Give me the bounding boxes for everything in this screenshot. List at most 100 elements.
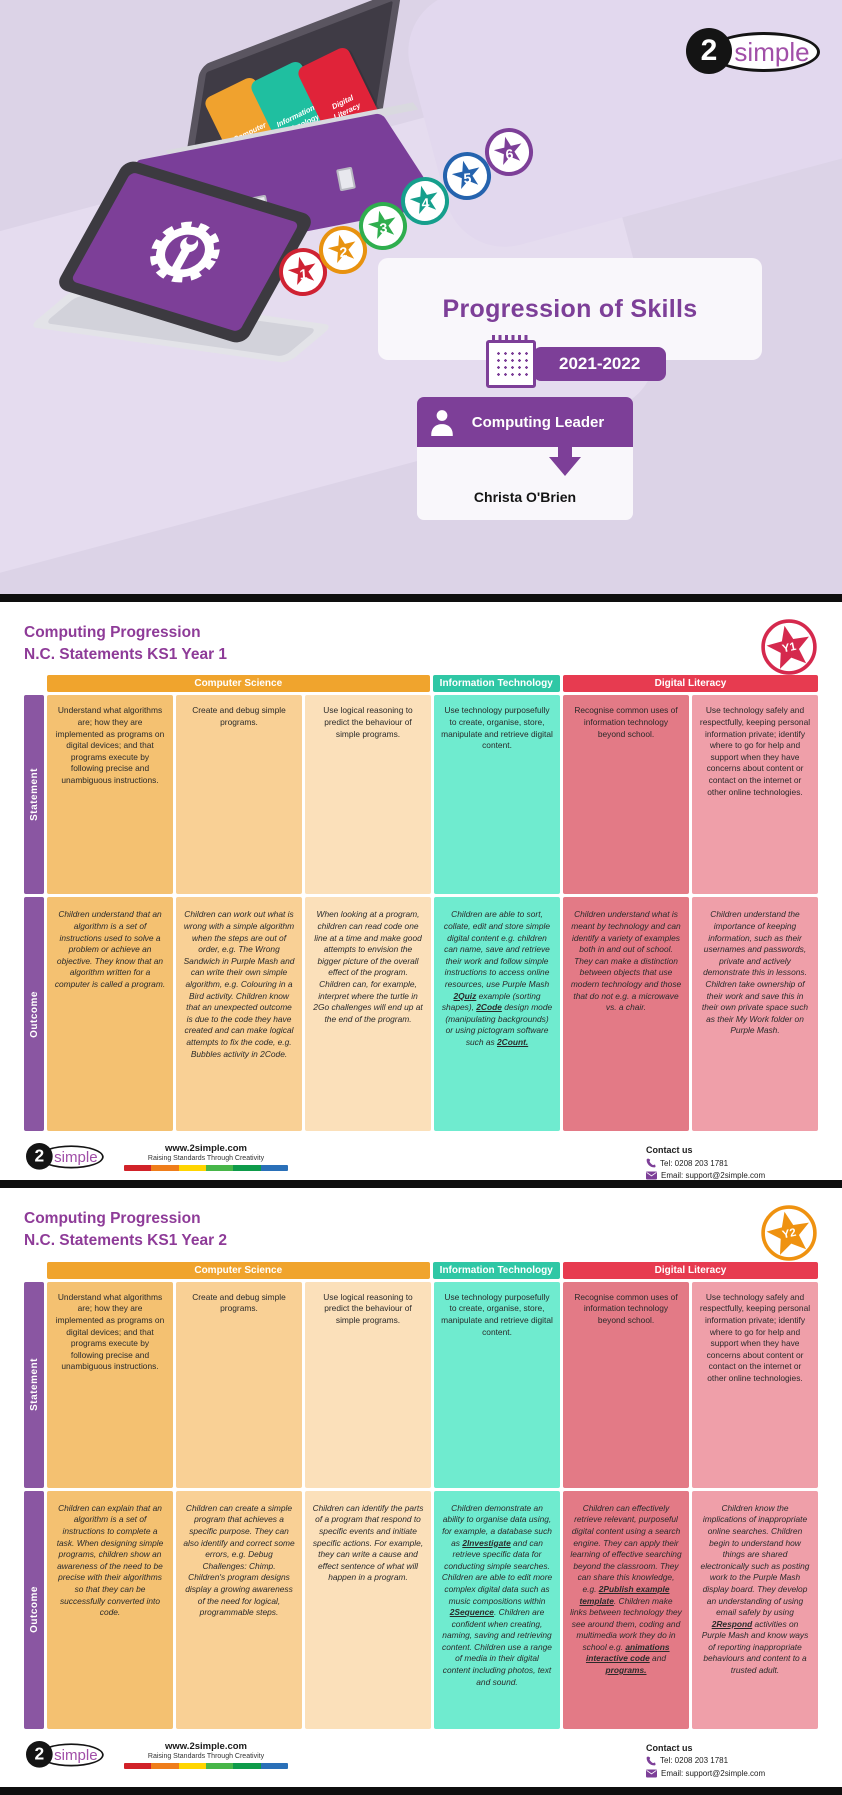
outcome-cells: Children can explain that an algorithm i… [47, 1490, 818, 1729]
group-header-row: Computer Science Information Technology Di… [47, 1261, 818, 1279]
statement-cell: Use technology purposefully to create, o… [434, 695, 560, 895]
group-header-cell: Computer Science [47, 1261, 430, 1279]
bottom-bar [0, 1787, 842, 1795]
statement-cells: Understand what algorithms are; how they… [47, 1281, 818, 1488]
outcome-cell: Children can create a simple program tha… [176, 1490, 302, 1729]
footer-logo-prefix: 2 [26, 1740, 53, 1768]
statement-cell: Recognise common uses of information tec… [563, 695, 689, 895]
year-badge-y2: Y2 [761, 1205, 817, 1262]
row-label-statement: Statement [24, 695, 44, 895]
statement-cell: Create and debug simple programs. [176, 1281, 302, 1488]
outcome-cell: Children can effectively retrieve releva… [563, 1490, 689, 1729]
gear-wrench-icon [150, 221, 220, 283]
outcome-cell: Children know the implications of inappr… [692, 1490, 818, 1729]
outcome-cell: Children understand what is meant by tec… [563, 897, 689, 1132]
rainbow-segment [151, 1165, 179, 1172]
group-header-cell: Information Technology [432, 1261, 560, 1279]
footer-logo-prefix: 2 [26, 1143, 53, 1171]
statement-cell: Use technology safely and respectfully, … [692, 1281, 818, 1488]
statement-cells: Understand what algorithms are; how they… [47, 695, 818, 895]
group-header-cell: Information Technology [432, 675, 560, 693]
rainbow-segment [124, 1762, 152, 1769]
contact-block: Contact us Tel: 0208 203 1781 Email: sup… [646, 1143, 816, 1180]
contact-tel: Tel: 0208 203 1781 [660, 1158, 729, 1168]
footer-tagline: Raising Standards Through Creativity [147, 1752, 265, 1760]
group-header-cell: Digital Literacy [563, 675, 818, 693]
contact-heading: Contact us [646, 1145, 693, 1156]
progression-table: Computer Science Information Technology Di… [24, 675, 818, 1132]
outcome-cells: Children understand that an algorithm is… [47, 897, 818, 1132]
outcome-cell: Children understand the importance of ke… [692, 897, 818, 1132]
rainbow-segment [205, 1762, 234, 1769]
calendar-icon [486, 335, 536, 388]
outcome-cell: Children can identify the parts of a pro… [305, 1490, 431, 1729]
rainbow-segment [260, 1165, 288, 1172]
group-header-row: Computer Science Information Technology Di… [47, 675, 818, 693]
rainbow-segment [178, 1762, 206, 1769]
section-title-line1: Computing Progression [24, 624, 201, 641]
rainbow-segment [260, 1762, 288, 1769]
rainbow-bar [124, 1165, 288, 1172]
section-year2: Computing Progression N.C. Statements KS… [0, 1188, 842, 1778]
rainbow-segment [233, 1165, 261, 1172]
statement-cell: Use technology purposefully to create, o… [434, 1281, 560, 1488]
svg-text:Y1: Y1 [781, 641, 798, 656]
statement-cell: Create and debug simple programs. [176, 695, 302, 895]
rainbow-segment [233, 1762, 261, 1769]
contact-tel: Tel: 0208 203 1781 [660, 1756, 729, 1766]
rainbow-segment [124, 1165, 152, 1172]
leader-name: Christa O'Brien [473, 489, 577, 505]
rainbow-segment [178, 1165, 206, 1172]
outcome-cell: Children are able to sort, collate, edit… [434, 897, 560, 1132]
section-title-line1: Computing Progression [24, 1210, 201, 1228]
rainbow-segment [151, 1762, 179, 1769]
rainbow-bar [124, 1762, 288, 1769]
row-label-outcome: Outcome [24, 897, 44, 1132]
statement-cell: Understand what algorithms are; how they… [47, 695, 173, 895]
footer: simple 2 www.2simple.com Raising Standar… [24, 1143, 818, 1180]
footer-website: www.2simple.com [164, 1143, 247, 1155]
email-icon [646, 1171, 657, 1180]
section-title-line2: N.C. Statements KS1 Year 1 [24, 645, 228, 663]
contact-email: Email: support@2simple.com [661, 1171, 766, 1181]
phone-icon [646, 1756, 656, 1766]
contact-heading: Contact us [646, 1742, 693, 1753]
section-header: Computing Progression N.C. Statements KS… [24, 1205, 818, 1262]
footer-logo-name: simple [38, 1743, 104, 1767]
school-year-row: 2021-2022 [486, 335, 667, 388]
year-badge-y1: Y1 [761, 619, 817, 675]
statement-cell: Understand what algorithms are; how they… [47, 1281, 173, 1488]
person-icon [431, 410, 453, 436]
svg-text:Y2: Y2 [781, 1227, 797, 1242]
row-label-statement: Statement [24, 1281, 44, 1488]
footer-tagline: Raising Standards Through Creativity [147, 1155, 265, 1163]
leader-name-card: Christa O'Brien [417, 446, 633, 520]
statement-cell: Use logical reasoning to predict the beh… [305, 1281, 431, 1488]
outcome-row: Outcome Children can explain that an alg… [24, 1490, 818, 1729]
footer: simple 2 www.2simple.com Raising Standar… [24, 1740, 818, 1778]
section-divider [0, 1180, 842, 1189]
contact-email: Email: support@2simple.com [661, 1768, 766, 1778]
laptop-screen [54, 158, 316, 346]
email-icon [646, 1769, 657, 1778]
footer-logo: simple 2 [26, 1143, 112, 1175]
statement-row: Statement Understand what algorithms are… [24, 695, 818, 895]
statement-cell: Recognise common uses of information tec… [563, 1281, 689, 1488]
laptop-screen-content [70, 171, 300, 333]
leader-banner: Computing Leader [417, 397, 633, 447]
calendar-dots [495, 350, 528, 380]
calendar-rings [492, 335, 530, 343]
statement-cell: Use technology safely and respectfully, … [692, 695, 818, 895]
footer-website: www.2simple.com [164, 1740, 247, 1752]
progression-table: Computer Science Information Technology Di… [24, 1261, 818, 1729]
footer-logo-name: simple [38, 1145, 104, 1169]
statement-cell: Use logical reasoning to predict the beh… [305, 695, 431, 895]
brand-logo: simple 2 [686, 28, 828, 78]
contact-block: Contact us Tel: 0208 203 1781 Email: sup… [646, 1741, 816, 1778]
page-title: Progression of Skills [442, 294, 698, 323]
outcome-cell: Children demonstrate an ability to organ… [434, 1490, 560, 1729]
brand-logo-prefix: 2 [686, 28, 732, 74]
outcome-row: Outcome Children understand that an algo… [24, 897, 818, 1132]
